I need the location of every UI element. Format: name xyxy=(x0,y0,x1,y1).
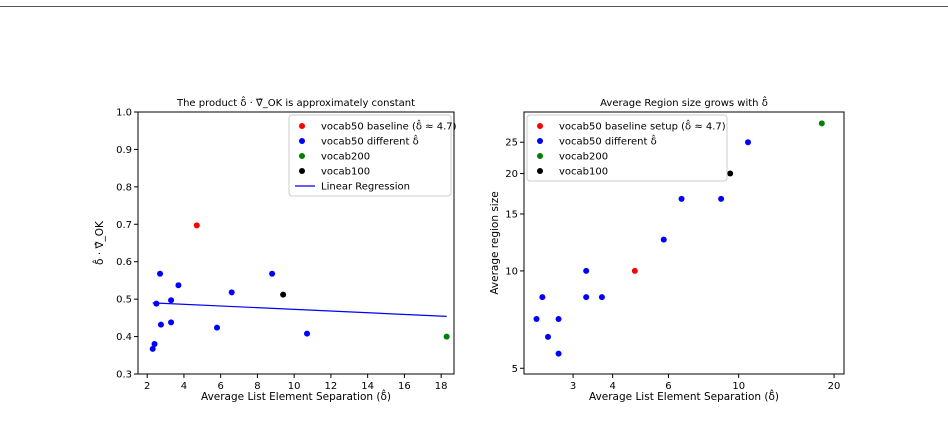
left-legend-marker xyxy=(299,153,305,159)
left-data-point xyxy=(168,297,175,304)
right-y-tick-label: 10 xyxy=(505,266,518,277)
left-y-tick-label: 0.8 xyxy=(116,182,132,193)
left-legend-marker xyxy=(299,123,305,129)
right-data-point xyxy=(583,267,590,274)
left-x-tick-label: 12 xyxy=(325,381,338,392)
left-x-tick-label: 6 xyxy=(217,381,223,392)
left-data-point xyxy=(157,321,164,328)
left-data-point xyxy=(228,289,235,296)
right-data-point xyxy=(539,294,546,301)
left-x-tick-label: 14 xyxy=(361,381,374,392)
left-data-point xyxy=(149,345,156,352)
right-data-point xyxy=(533,316,540,323)
left-y-tick-label: 0.6 xyxy=(116,257,132,268)
left-y-tick-label: 1.0 xyxy=(116,108,132,119)
left-legend-marker xyxy=(299,168,305,174)
left-regression-line xyxy=(152,302,447,317)
left-y-tick-label: 0.9 xyxy=(116,145,132,156)
left-legend-box xyxy=(288,114,452,197)
left-x-tick-label: 2 xyxy=(144,381,150,392)
right-legend-label: vocab50 different δ̂ xyxy=(559,134,657,148)
left-legend-label: vocab50 different δ̂ xyxy=(321,134,419,148)
right-legend-label: vocab50 baseline setup (δ̂ ≈ 4.7) xyxy=(559,119,726,133)
left-y-tick-label: 0.7 xyxy=(116,220,132,231)
left-x-tick-label: 4 xyxy=(181,381,187,392)
left-x-tick-label: 10 xyxy=(288,381,301,392)
left-data-point xyxy=(168,319,175,326)
left-y-axis-title: δ̂ · ∇̂_OK xyxy=(92,220,106,265)
left-data-point xyxy=(443,333,450,340)
right-data-point xyxy=(555,350,562,357)
left-legend-label: Linear Regression xyxy=(321,182,410,193)
right-x-tick-label: 3 xyxy=(570,381,576,392)
right-y-tick-label: 15 xyxy=(505,209,518,220)
left-plot-frame xyxy=(137,111,455,375)
right-data-point xyxy=(678,195,685,202)
left-y-tick-label: 0.3 xyxy=(116,370,132,381)
left-data-point xyxy=(214,324,220,331)
right-legend-label: vocab100 xyxy=(559,167,608,178)
right-data-point xyxy=(598,294,605,301)
right-data-point xyxy=(631,267,638,274)
left-legend-label: vocab100 xyxy=(321,167,370,178)
left-x-axis-title: Average List Element Separation (δ̂) xyxy=(201,389,391,403)
right-x-axis-title: Average List Element Separation (δ̂) xyxy=(589,389,779,403)
right-chart-title: Average Region size grows with δ̂ xyxy=(600,95,768,109)
right-legend-label: vocab200 xyxy=(559,152,608,163)
left-legend-label: vocab200 xyxy=(321,152,370,163)
left-legend-marker xyxy=(299,138,305,144)
left-x-tick-label: 16 xyxy=(398,381,411,392)
left-data-point xyxy=(175,282,182,289)
right-y-axis-title: Average region size xyxy=(489,191,501,294)
left-x-tick-label: 18 xyxy=(435,381,448,392)
right-data-point xyxy=(544,333,551,340)
page-top-divider xyxy=(0,6,948,7)
right-legend-marker xyxy=(537,138,543,144)
left-x-tick-label: 8 xyxy=(254,381,260,392)
right-plot-frame xyxy=(523,111,845,375)
left-y-tick-label: 0.5 xyxy=(116,295,132,306)
right-x-tick-label: 4 xyxy=(609,381,615,392)
left-data-point xyxy=(193,222,200,229)
right-legend-marker xyxy=(537,153,543,159)
right-legend-marker xyxy=(537,168,543,174)
right-legend-marker xyxy=(537,123,543,129)
left-data-point xyxy=(269,270,276,277)
right-x-tick-label: 20 xyxy=(828,381,841,392)
right-x-tick-label: 10 xyxy=(732,381,745,392)
left-data-point xyxy=(280,291,287,298)
left-chart-title: The product δ̂ · ∇̂_OK is approximately … xyxy=(176,95,415,109)
left-legend-label: vocab50 baseline (δ̂ ≈ 4.7) xyxy=(321,119,457,133)
left-y-tick-label: 0.4 xyxy=(116,332,132,343)
left-data-point xyxy=(304,330,311,337)
right-data-point xyxy=(660,236,667,243)
right-y-tick-label: 5 xyxy=(512,364,518,375)
right-data-point xyxy=(718,195,725,202)
right-data-point xyxy=(818,120,825,127)
right-x-tick-label: 6 xyxy=(665,381,671,392)
left-data-point xyxy=(151,341,158,348)
right-data-point xyxy=(583,294,590,301)
right-data-point xyxy=(727,170,734,177)
right-data-point xyxy=(555,316,562,323)
right-y-tick-label: 25 xyxy=(505,138,518,149)
left-data-point xyxy=(157,270,164,277)
right-y-tick-label: 20 xyxy=(505,169,518,180)
right-data-point xyxy=(745,139,752,146)
right-legend-box xyxy=(526,114,728,182)
